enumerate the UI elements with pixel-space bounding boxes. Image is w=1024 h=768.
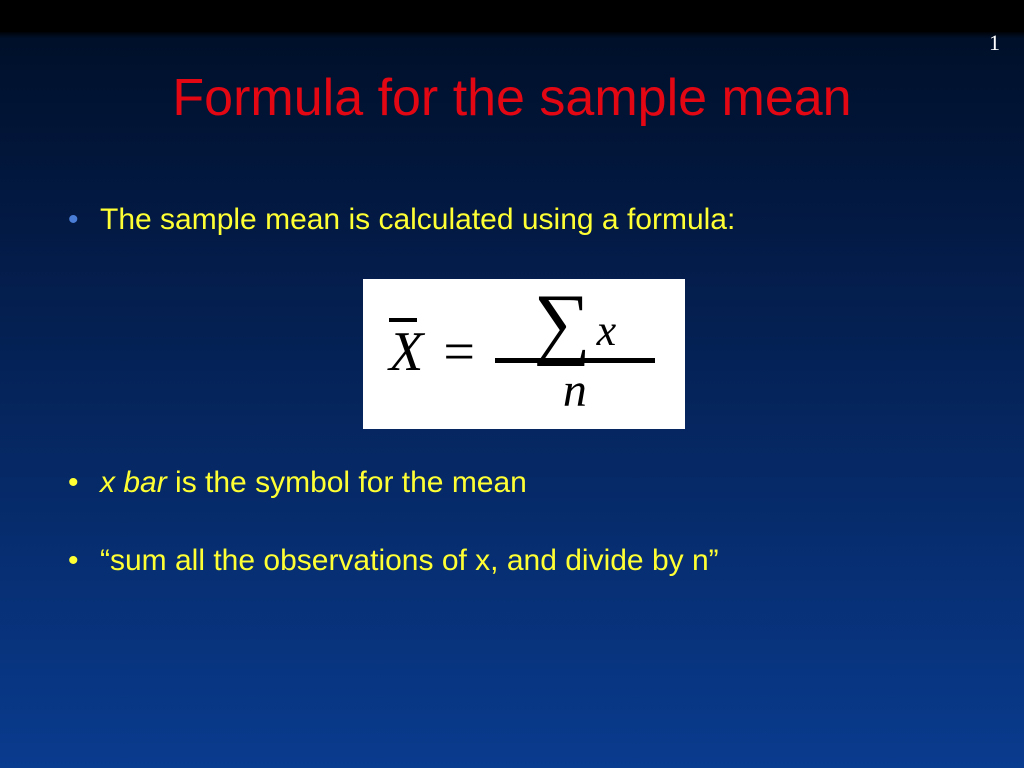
- sigma-symbol: ∑: [534, 289, 591, 357]
- slide-content: The sample mean is calculated using a fo…: [0, 200, 1024, 582]
- bullet-3: “sum all the observations of x, and divi…: [64, 541, 984, 582]
- formula-box: X = ∑ x n: [363, 279, 685, 429]
- formula-equals: =: [443, 324, 475, 380]
- formula-numerator: ∑ x: [534, 289, 617, 357]
- slide-title: Formula for the sample mean: [0, 68, 1024, 128]
- formula-fraction: ∑ x n: [495, 289, 655, 415]
- formula-denominator: n: [563, 365, 587, 415]
- bullet-3-text: “sum all the observations of x, and divi…: [100, 544, 719, 577]
- bullet-2-rest: is the symbol for the mean: [167, 466, 527, 499]
- bullet-1-text: The sample mean is calculated using a fo…: [100, 203, 735, 236]
- formula-x-var: x: [597, 309, 617, 353]
- fraction-bar: [495, 358, 655, 363]
- slide-number: 1: [989, 30, 1000, 56]
- formula-xbar: X: [389, 324, 423, 380]
- bullet-2: x bar is the symbol for the mean: [64, 463, 984, 504]
- formula-container: X = ∑ x n: [64, 279, 984, 429]
- xbar-overline: [389, 318, 417, 322]
- formula-lhs-symbol: X: [389, 321, 423, 383]
- bullet-1: The sample mean is calculated using a fo…: [64, 200, 984, 241]
- top-black-bar: [0, 0, 1024, 32]
- bullet-2-xbar: x bar: [100, 466, 167, 499]
